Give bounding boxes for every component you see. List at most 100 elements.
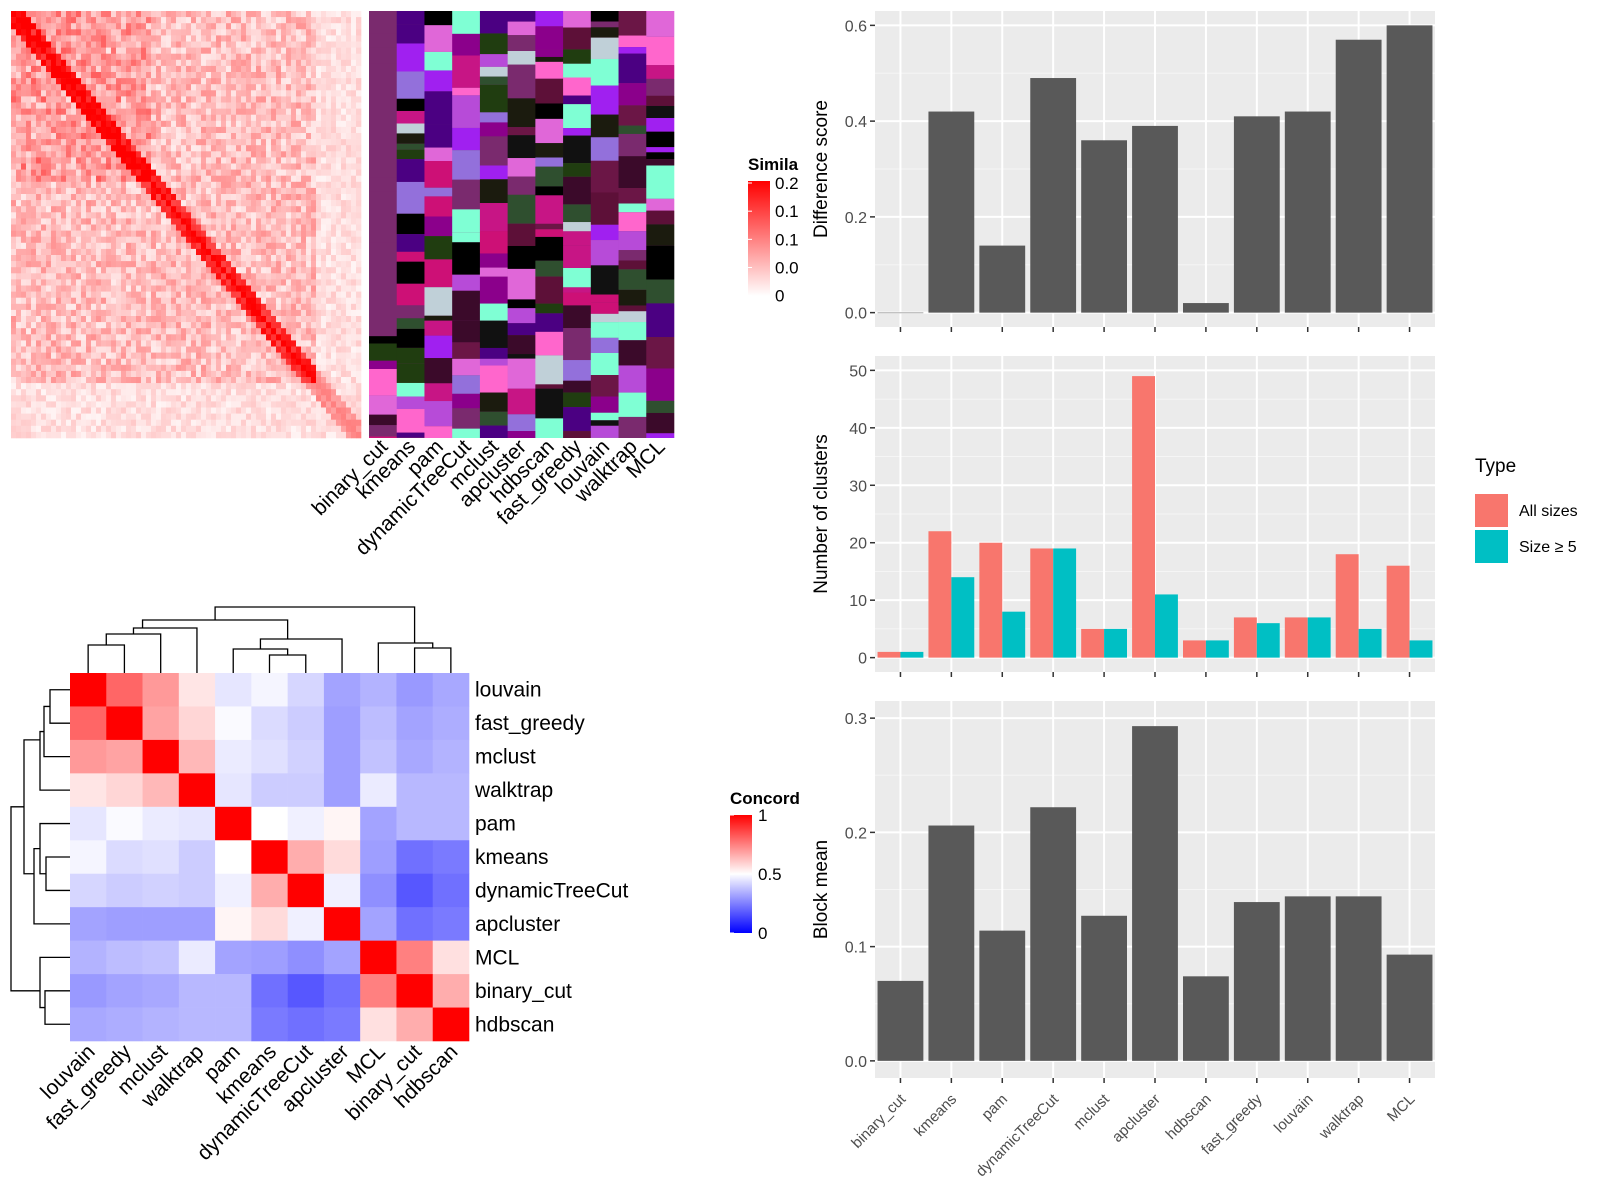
similarity-cell bbox=[181, 212, 187, 219]
similarity-cell bbox=[251, 425, 257, 433]
similarity-cell bbox=[256, 169, 262, 176]
similarity-cell bbox=[191, 389, 197, 396]
similarity-cell bbox=[96, 11, 102, 18]
similarity-cell bbox=[206, 273, 212, 280]
similarity-cell bbox=[106, 230, 112, 237]
similarity-cell bbox=[11, 322, 17, 329]
similarity-cell bbox=[306, 169, 312, 176]
similarity-cell bbox=[41, 383, 47, 390]
similarity-cell bbox=[236, 90, 242, 97]
similarity-cell bbox=[216, 102, 222, 109]
similarity-cell bbox=[356, 364, 362, 372]
similarity-cell bbox=[96, 358, 102, 366]
similarity-cell bbox=[221, 53, 227, 61]
similarity-cell bbox=[341, 151, 347, 158]
similarity-cell bbox=[81, 212, 87, 219]
similarity-cell bbox=[346, 84, 352, 91]
similarity-cell bbox=[251, 230, 257, 237]
similarity-cell bbox=[21, 151, 27, 158]
similarity-cell bbox=[141, 181, 147, 189]
similarity-cell bbox=[121, 157, 127, 164]
similarity-cell bbox=[306, 248, 312, 256]
similarity-cell bbox=[111, 29, 117, 36]
similarity-cell bbox=[141, 206, 147, 213]
similarity-cell bbox=[21, 419, 27, 427]
similarity-cell bbox=[71, 267, 77, 274]
similarity-cell bbox=[191, 157, 197, 164]
similarity-cell bbox=[111, 11, 117, 18]
similarity-cell bbox=[121, 78, 127, 85]
similarity-cell bbox=[151, 151, 157, 158]
similarity-cell bbox=[156, 242, 162, 250]
similarity-cell bbox=[351, 90, 357, 97]
similarity-cell bbox=[236, 370, 242, 378]
similarity-cell bbox=[266, 212, 272, 219]
similarity-cell bbox=[56, 297, 62, 305]
similarity-cell bbox=[16, 328, 22, 335]
similarity-cell bbox=[76, 407, 82, 414]
similarity-cell bbox=[136, 383, 142, 390]
similarity-cell bbox=[16, 187, 22, 195]
similarity-cell bbox=[11, 242, 17, 250]
similarity-cell bbox=[31, 47, 37, 54]
similarity-cell bbox=[151, 291, 157, 298]
similarity-cell bbox=[91, 212, 97, 219]
similarity-cell bbox=[141, 273, 147, 280]
similarity-cell bbox=[16, 139, 22, 146]
similarity-cell bbox=[16, 340, 22, 347]
similarity-cell bbox=[96, 72, 102, 79]
similarity-cell bbox=[46, 303, 52, 311]
similarity-cell bbox=[151, 133, 157, 140]
similarity-cell bbox=[336, 194, 342, 201]
similarity-cell bbox=[246, 230, 252, 237]
similarity-cell bbox=[351, 53, 357, 61]
similarity-cell bbox=[231, 303, 237, 311]
similarity-cell bbox=[246, 206, 252, 213]
similarity-cell bbox=[246, 84, 252, 91]
similarity-cell bbox=[241, 224, 247, 231]
similarity-cell bbox=[26, 297, 32, 305]
similarity-cell bbox=[11, 218, 17, 225]
similarity-cell bbox=[96, 401, 102, 408]
similarity-cell bbox=[206, 29, 212, 36]
similarity-cell bbox=[126, 114, 132, 122]
similarity-cell bbox=[256, 389, 262, 396]
similarity-cell bbox=[201, 279, 207, 286]
similarity-cell bbox=[231, 29, 237, 36]
similarity-cell bbox=[156, 291, 162, 298]
similarity-cell bbox=[246, 139, 252, 146]
similarity-cell bbox=[146, 303, 152, 311]
similarity-cell bbox=[261, 84, 267, 91]
similarity-cell bbox=[336, 126, 342, 134]
similarity-cell bbox=[151, 218, 157, 225]
similarity-cell bbox=[321, 334, 327, 341]
similarity-cell bbox=[146, 291, 152, 298]
similarity-cell bbox=[261, 114, 267, 122]
similarity-cell bbox=[71, 419, 77, 427]
similarity-cell bbox=[241, 291, 247, 298]
similarity-cell bbox=[36, 346, 42, 353]
similarity-cell bbox=[66, 352, 72, 359]
similarity-cell bbox=[296, 96, 302, 103]
similarity-cell bbox=[181, 407, 187, 414]
similarity-cell bbox=[316, 419, 322, 427]
similarity-cell bbox=[211, 236, 217, 244]
similarity-cell bbox=[286, 242, 292, 250]
similarity-cell bbox=[96, 90, 102, 97]
similarity-cell bbox=[156, 224, 162, 231]
similarity-cell bbox=[321, 377, 327, 384]
similarity-cell bbox=[56, 383, 62, 390]
similarity-cell bbox=[276, 389, 282, 396]
similarity-cell bbox=[131, 358, 137, 366]
similarity-cell bbox=[106, 17, 112, 24]
similarity-cell bbox=[61, 346, 67, 353]
similarity-cell bbox=[36, 133, 42, 140]
similarity-cell bbox=[41, 279, 47, 286]
similarity-cell bbox=[66, 425, 72, 433]
similarity-cell bbox=[281, 334, 287, 341]
similarity-cell bbox=[291, 224, 297, 231]
similarity-cell bbox=[266, 255, 272, 262]
similarity-cell bbox=[351, 35, 357, 42]
similarity-cell bbox=[216, 297, 222, 305]
